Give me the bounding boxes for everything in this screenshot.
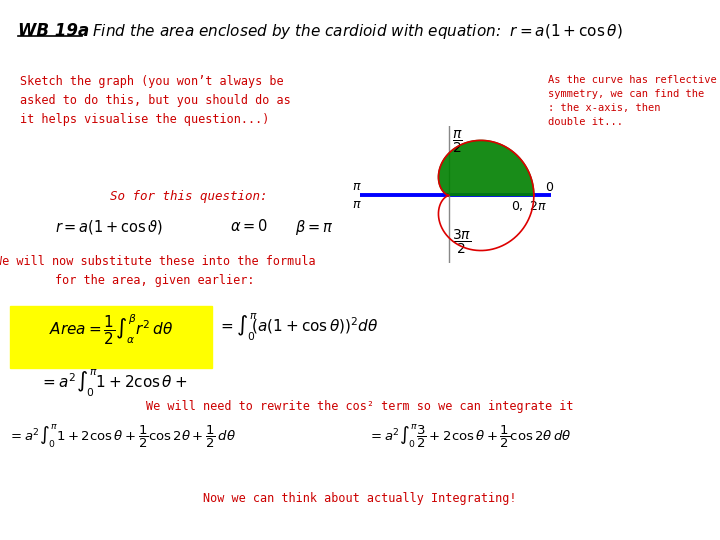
Text: Now we can think about actually Integrating!: Now we can think about actually Integrat… — [203, 492, 517, 505]
Text: 0: 0 — [545, 181, 553, 194]
Text: $\beta = \pi$: $\beta = \pi$ — [295, 218, 333, 237]
Polygon shape — [438, 140, 534, 195]
Text: $r = a(1 + \cos\vartheta)$: $r = a(1 + \cos\vartheta)$ — [55, 218, 163, 236]
Text: $= a^2\int_0^{\pi} \dfrac{3}{2} + 2\cos\theta + \dfrac{1}{2}\cos 2\theta\, d\the: $= a^2\int_0^{\pi} \dfrac{3}{2} + 2\cos\… — [368, 422, 572, 450]
Text: $\pi$: $\pi$ — [352, 180, 362, 193]
Text: $= \int_0^{\pi}\!\!\left(a(1 + \cos\theta)\right)^2 d\theta$: $= \int_0^{\pi}\!\!\left(a(1 + \cos\thet… — [218, 312, 379, 343]
FancyBboxPatch shape — [10, 306, 212, 368]
Text: We will need to rewrite the cos² term so we can integrate it: We will need to rewrite the cos² term so… — [146, 400, 574, 413]
Text: $= a^2\int_0^{\pi} 1 + 2\cos\theta + \dfrac{1}{2}\cos 2\theta + \dfrac{1}{2}\, d: $= a^2\int_0^{\pi} 1 + 2\cos\theta + \df… — [8, 422, 236, 450]
Text: $0,\ 2\pi$: $0,\ 2\pi$ — [510, 199, 546, 213]
Text: WB 19a: WB 19a — [18, 22, 89, 40]
Text: We will now substitute these into the formula
for the area, given earlier:: We will now substitute these into the fo… — [0, 255, 315, 287]
Text: So for this question:: So for this question: — [110, 190, 268, 203]
Text: $\pi$: $\pi$ — [352, 198, 362, 211]
Text: $\dfrac{\pi}{2}$: $\dfrac{\pi}{2}$ — [451, 129, 462, 155]
Text: As the curve has reflective
symmetry, we can find the
: the x-axis, then
double : As the curve has reflective symmetry, we… — [548, 75, 716, 127]
Text: $Area = \dfrac{1}{2}\int_{\alpha}^{\beta} r^2\, d\theta$: $Area = \dfrac{1}{2}\int_{\alpha}^{\beta… — [49, 312, 173, 347]
Text: Find the area enclosed by the cardioid with equation:  $r = a(1 + \cos\theta)$: Find the area enclosed by the cardioid w… — [92, 22, 623, 41]
Text: $\dfrac{3\pi}{2}$: $\dfrac{3\pi}{2}$ — [451, 227, 471, 255]
Text: $\alpha = 0$: $\alpha = 0$ — [230, 218, 268, 234]
Text: Sketch the graph (you won’t always be
asked to do this, but you should do as
it : Sketch the graph (you won’t always be as… — [20, 75, 291, 126]
Text: $= a^2\int_0^{\pi} 1 + 2\cos\theta +$: $= a^2\int_0^{\pi} 1 + 2\cos\theta +$ — [40, 368, 187, 399]
